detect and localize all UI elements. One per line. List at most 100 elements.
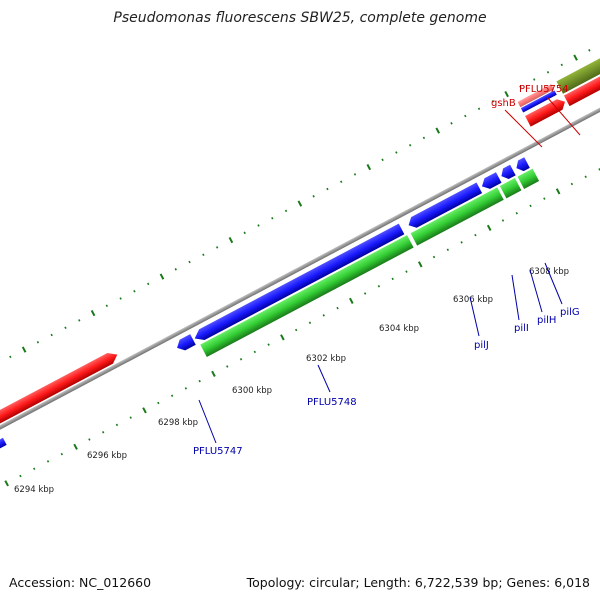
scale-label: 6296 kbp (87, 451, 127, 461)
scale-tick (446, 248, 450, 251)
scale-tick (408, 143, 412, 147)
scale-tick (78, 319, 81, 322)
scale-tick (243, 231, 246, 235)
scale-tick (170, 394, 174, 397)
reverse-cds-feature-left[interactable] (0, 437, 7, 449)
scale-label: 6294 kbp (14, 485, 54, 495)
gshb-trna-feature[interactable] (517, 84, 554, 108)
scale-tick (188, 260, 191, 264)
gene-label-pili[interactable]: pilI (514, 323, 529, 334)
scale-tick (584, 175, 587, 178)
gene-label-leaders (198, 96, 581, 444)
scale-tick (253, 350, 256, 354)
scale-tick (377, 284, 381, 288)
scale-tick (198, 379, 201, 383)
scale-tick (486, 224, 492, 231)
pilh-cds-feature[interactable] (499, 164, 516, 182)
scale-tick (353, 173, 357, 176)
gene-label-pilh[interactable]: pilH (537, 315, 556, 326)
pflu5748-cds-feature[interactable] (192, 223, 405, 344)
scale-tick (36, 341, 40, 344)
scale-tick (21, 346, 27, 353)
page-title: Pseudomonas fluorescens SBW25, complete … (113, 10, 487, 26)
pili-green-feature[interactable] (499, 178, 522, 199)
genome-track-group (0, 49, 600, 487)
scale-tick (157, 401, 160, 405)
scale-tick (184, 387, 188, 390)
scale-tick (501, 219, 505, 222)
scale-tick (491, 100, 495, 103)
scale-tick (239, 357, 243, 361)
scale-tick (101, 430, 105, 434)
gene-label-pflu5747[interactable]: PFLU5747 (193, 446, 243, 457)
scale-label: 6298 kbp (158, 418, 198, 428)
scale-tick (257, 224, 260, 227)
scale-tick (147, 282, 150, 286)
scale-tick (297, 200, 303, 207)
scale-tick (464, 114, 467, 118)
scale-tick (215, 246, 219, 249)
scale-tick (9, 355, 12, 359)
scale-tick (395, 151, 398, 154)
scale-tick (450, 122, 453, 125)
pilg-cds-feature[interactable] (514, 157, 530, 173)
scale-tick (405, 270, 408, 273)
pflu5747-cds-feature[interactable] (174, 334, 196, 353)
scale-label: 6300 kbp (232, 386, 272, 396)
scale-tick (46, 460, 50, 463)
accession-text: Accession: NC_012660 (9, 575, 152, 590)
scale-tick (529, 204, 532, 208)
gshb-cds-feature[interactable] (520, 90, 557, 113)
gene-label-pilg[interactable]: pilG (560, 307, 580, 318)
gene-label-pflu5748[interactable]: PFLU5748 (307, 397, 357, 408)
scale-tick (271, 216, 274, 220)
gene-label-pflu5754[interactable]: PFLU5754 (519, 84, 569, 95)
scale-tick (366, 163, 372, 171)
scale-tick (159, 273, 165, 280)
scale-tick (417, 261, 423, 268)
pili-cds-feature[interactable] (479, 172, 502, 191)
scale-tick (381, 158, 384, 162)
scale-tick (19, 474, 22, 478)
pflu5748-green-feature[interactable] (200, 235, 414, 357)
pflu5754-rrna-feature[interactable] (556, 50, 600, 94)
scale-tick (474, 233, 477, 237)
pilj-green-feature[interactable] (410, 187, 504, 246)
scale-tick (142, 407, 147, 414)
scale-tick (105, 304, 109, 308)
scale-tick (50, 333, 53, 337)
scale-label: 6302 kbp (306, 354, 346, 364)
outer-tick-ring (9, 49, 591, 359)
scale-tick (73, 443, 78, 450)
gene-label-pilj[interactable]: pilJ (474, 340, 489, 351)
scale-tick (60, 452, 63, 456)
forward-cds-feature-right-b[interactable] (563, 64, 600, 107)
scale-tick (211, 370, 216, 377)
scale-tick (174, 268, 177, 271)
scale-tick (570, 182, 574, 186)
scale-tick (422, 136, 426, 140)
scale-tick (295, 328, 298, 332)
gene-labels: PFLU5754 gshB pilG pilH pilI pilJ PFLU57… (193, 84, 580, 457)
scale-tick (64, 326, 67, 329)
scale-tick (133, 289, 136, 293)
scale-tick (322, 314, 325, 317)
gene-label-gshb[interactable]: gshB (491, 98, 516, 109)
forward-cds-feature[interactable] (0, 349, 120, 430)
pilj-cds-feature[interactable] (406, 182, 483, 230)
scale-tick (312, 195, 315, 198)
pilh-green-feature[interactable] (517, 168, 540, 189)
scale-tick (340, 180, 343, 183)
scale-tick (546, 70, 550, 74)
scale-tick (119, 297, 122, 300)
scale-tick (555, 188, 561, 195)
scale-tick (504, 90, 509, 98)
scale-tick (477, 107, 481, 110)
scale-tick (284, 209, 288, 213)
scale-tick (226, 365, 229, 368)
scale-tick (349, 297, 354, 304)
scale-tick (90, 309, 96, 317)
scale-tick (88, 438, 91, 441)
scale-label: 6304 kbp (379, 324, 419, 334)
